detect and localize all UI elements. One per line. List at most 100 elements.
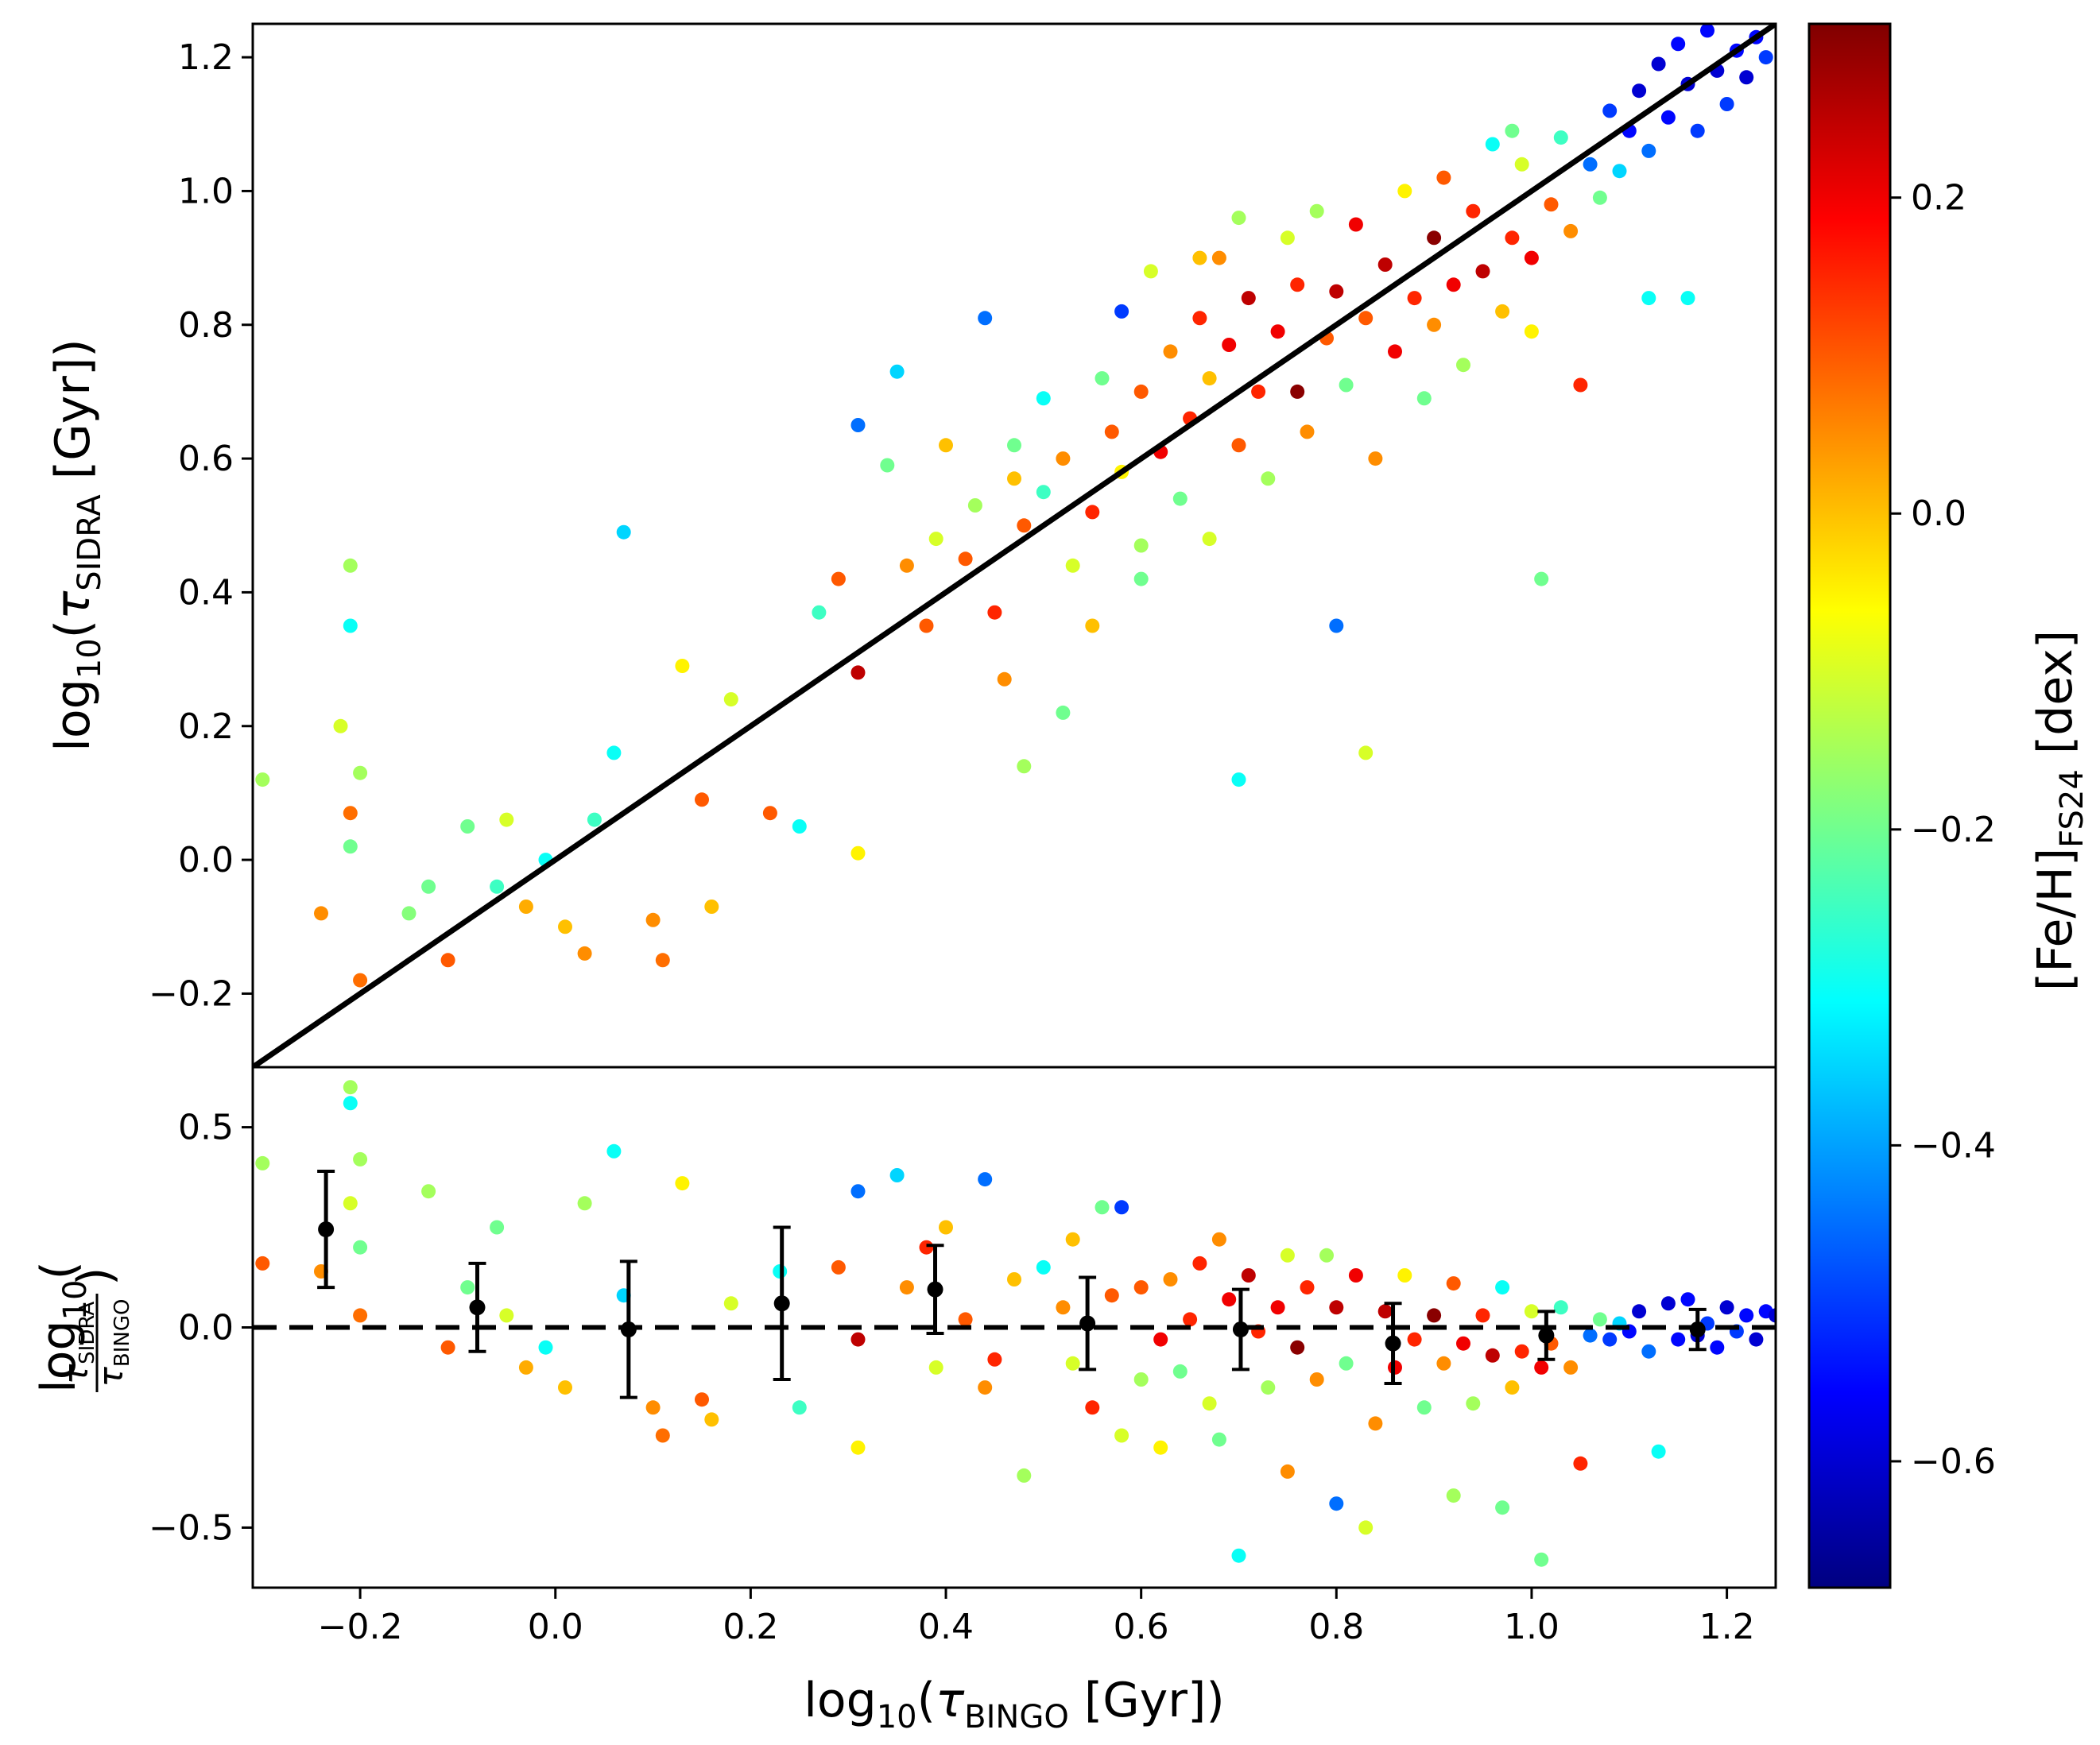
scatter-point [850,1332,866,1347]
scatter-point [675,659,690,673]
scatter-point [1573,377,1588,393]
scatter-point [1612,164,1627,179]
scatter-point [762,806,777,821]
scatter-point [899,1280,914,1295]
scatter-point [353,973,368,988]
scatter-point [1641,291,1656,306]
scatter-point [655,1428,670,1443]
scatter-point [723,1296,738,1311]
scatter-point [353,1308,368,1323]
top-scatter-points [255,24,1773,988]
scatter-point [1056,451,1071,466]
scatter-point [1769,1308,1776,1323]
colorbar-tick-label: −0.2 [1911,810,1996,850]
scatter-point [1133,1280,1149,1295]
scatter-point [1241,1268,1256,1283]
scatter-point [1339,377,1354,393]
scatter-point [1231,772,1246,787]
scatter-point [343,1080,358,1095]
top-y-tick-label: −0.2 [149,973,234,1014]
scatter-point [1065,1356,1080,1371]
top-y-tick-label: 1.0 [178,171,234,211]
scatter-point [1436,170,1451,185]
x-ticks: −0.2 0.0 0.2 0.4 0.6 0.8 1.0 1.2 [318,1588,1755,1647]
scatter-point [958,551,973,567]
colorbar-title: [Fe/H]FS24 [dex] [2028,630,2090,991]
scatter-point [695,792,709,807]
scatter-point [1241,291,1256,306]
scatter-point [1270,324,1285,339]
scatter-point [1300,424,1315,439]
scatter-point [333,718,348,733]
top-y-tick-label: 0.0 [178,840,234,880]
scatter-point [1651,1444,1666,1459]
scatter-point [1017,518,1032,533]
scatter-point [1641,1344,1656,1359]
scatter-point [792,1400,807,1415]
scatter-point [899,558,914,573]
scatter-point [314,906,328,921]
x-tick-label: 1.2 [1699,1607,1755,1647]
scatter-point [1104,1288,1119,1303]
scatter-point [1524,1304,1539,1319]
top-panel: −0.2 0.0 0.2 0.4 0.6 0.8 1.0 1.2 log10(τSIDRA [… [45,22,1777,1069]
scatter-point [1553,1300,1568,1315]
scatter-point [1446,1276,1461,1291]
scatter-point [558,919,572,934]
scatter-point [967,498,982,513]
scatter-point [1358,1520,1374,1535]
scatter-point [1231,438,1246,453]
scatter-point [1290,277,1305,292]
scatter-point [978,1380,993,1395]
scatter-point [1202,532,1217,547]
scatter-point [1007,438,1021,453]
scatter-point [1456,358,1470,373]
scatter-point [1300,1280,1315,1295]
scatter-point [1172,1364,1188,1379]
scatter-point [1329,1496,1344,1511]
scatter-point [1309,203,1324,219]
scatter-point [1602,103,1618,118]
scatter-point [353,765,368,780]
scatter-point [1222,338,1237,352]
scatter-point [997,671,1012,687]
scatter-point [1368,451,1383,466]
scatter-point [1231,1548,1246,1563]
colorbar-ticks: 0.2 0.0 −0.2 −0.4 −0.6 [1890,178,1996,1482]
scatter-point [645,1400,661,1415]
scatter-point [1427,1308,1442,1323]
scatter-point [1583,157,1598,172]
scatter-point [1358,311,1374,326]
scatter-point [1114,304,1129,319]
scatter-point [558,1380,572,1395]
scatter-point [958,1312,973,1327]
scatter-point [1358,745,1374,760]
scatter-point [723,692,738,707]
bottom-y-ticks: −0.5 0.0 0.5 [149,1108,253,1548]
scatter-point [1095,1200,1110,1215]
scatter-point [1309,1372,1324,1387]
x-tick-label: 0.0 [528,1607,583,1647]
median-point [1385,1335,1401,1352]
scatter-point [1192,1256,1207,1271]
scatter-point [1085,505,1100,520]
scatter-point [1563,223,1579,238]
scatter-point [518,1360,533,1375]
scatter-point [880,458,895,473]
scatter-point [1192,311,1207,326]
scatter-point [1192,250,1207,265]
median-point [773,1295,790,1312]
scatter-point [1719,97,1734,111]
scatter-point [987,1352,1002,1367]
scatter-point [1183,1312,1198,1327]
scatter-point [939,1220,953,1235]
bottom-scatter-points [255,1080,1776,1567]
scatter-point [1563,1360,1579,1375]
scatter-point [1505,230,1520,246]
scatter-point [1495,1280,1510,1295]
scatter-point [655,953,670,968]
scatter-point [704,1412,719,1427]
scatter-point [831,1259,846,1275]
scatter-point [1700,24,1714,38]
